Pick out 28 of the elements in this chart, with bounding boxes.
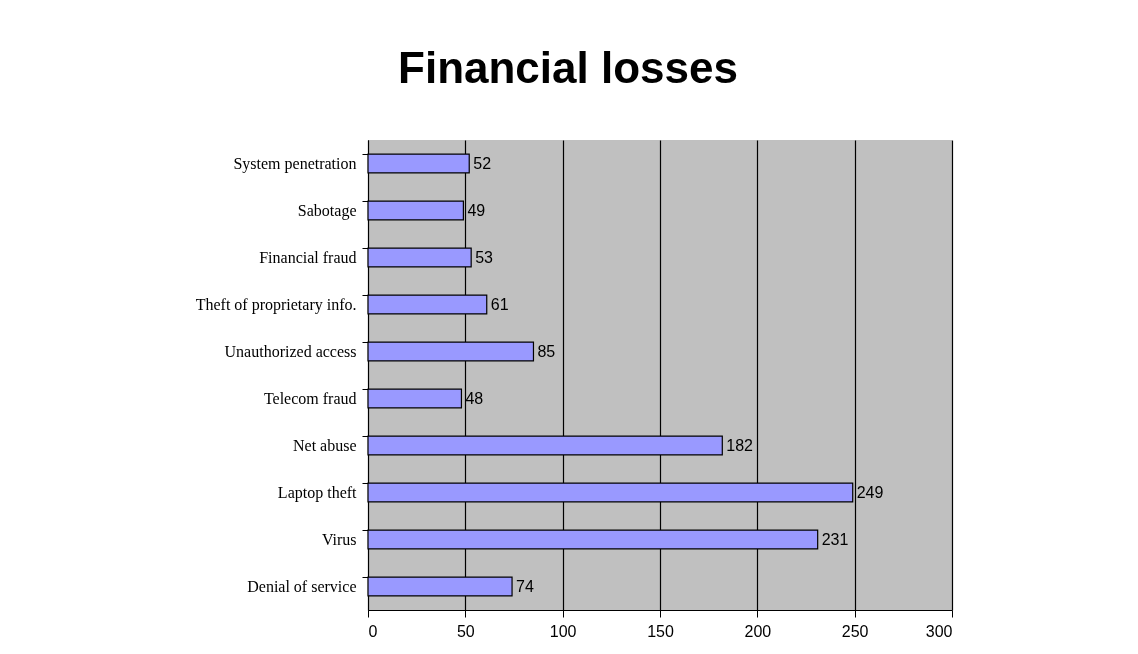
- x-tick-label: 150: [647, 622, 674, 640]
- y-tick-label: Unauthorized access: [224, 342, 357, 360]
- data-label: 74: [516, 577, 534, 595]
- y-tick-label: Laptop theft: [277, 483, 358, 502]
- x-tick-label: 300: [925, 622, 953, 640]
- data-label: 61: [490, 295, 509, 313]
- data-label: 249: [856, 483, 884, 501]
- y-tick-label: Sabotage: [297, 201, 357, 220]
- y-tick-label: Telecom fraud: [263, 389, 357, 407]
- y-tick-label: Virus: [321, 530, 357, 548]
- data-label: 52: [473, 154, 492, 172]
- y-tick-label: Theft of proprietary info.: [195, 295, 357, 314]
- x-tick-label: 50: [456, 622, 475, 640]
- x-tick-label: 0: [368, 622, 378, 640]
- data-label: 48: [465, 389, 484, 407]
- x-tick-label: 100: [549, 622, 577, 640]
- data-label: 49: [467, 201, 486, 219]
- y-tick-label: Net abuse: [292, 436, 357, 454]
- y-tick-label: System penetration: [233, 154, 357, 173]
- x-tick-label: 200: [744, 622, 772, 640]
- data-label: 182: [726, 436, 754, 454]
- data-label: 231: [821, 530, 849, 548]
- x-tick-label: 250: [841, 622, 869, 640]
- y-tick-label: Denial of service: [247, 577, 357, 595]
- data-label: 53: [475, 248, 494, 266]
- y-tick-label: Financial fraud: [259, 248, 357, 266]
- chart-title: Financial losses: [398, 43, 738, 92]
- data-label: 85: [537, 342, 556, 360]
